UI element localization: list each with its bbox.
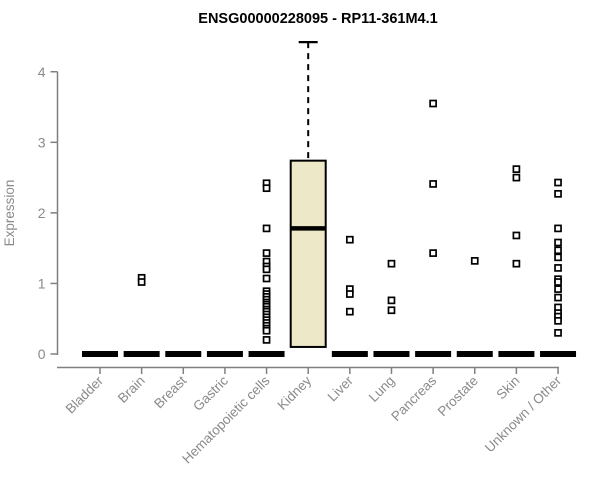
boxplots xyxy=(82,41,577,357)
outlier-point xyxy=(262,184,271,193)
outlier-point xyxy=(512,259,521,268)
collapsed-box xyxy=(456,351,493,357)
outlier-point xyxy=(554,189,562,198)
x-tick-label: Gastric xyxy=(190,373,231,414)
x-tick-label: Lung xyxy=(366,373,398,405)
y-tick-label: 4 xyxy=(38,64,46,80)
collapsed-box xyxy=(165,351,202,357)
x-tick-label: Brain xyxy=(115,373,148,406)
box xyxy=(289,159,327,348)
collapsed-box xyxy=(331,351,368,357)
collapsed-box xyxy=(415,351,452,357)
outlier-point xyxy=(262,265,271,274)
collapsed-box xyxy=(498,351,535,357)
y-tick-label: 2 xyxy=(38,205,46,221)
y-axis-label: Expression xyxy=(2,180,17,247)
outlier-point xyxy=(387,306,396,315)
outlier-point xyxy=(554,224,562,233)
collapsed-box xyxy=(248,351,285,357)
x-tick-label: Prostate xyxy=(435,373,481,419)
outlier-point xyxy=(387,296,396,305)
outlier-points xyxy=(137,99,562,344)
outlier-point xyxy=(345,290,354,298)
x-tick-label: Unknown / Other xyxy=(482,373,565,456)
outlier-point xyxy=(345,307,354,316)
collapsed-box xyxy=(540,351,577,357)
y-tick-label: 1 xyxy=(38,275,46,291)
chart-title: ENSG00000228095 - RP11-361M4.1 xyxy=(198,11,437,27)
outlier-point xyxy=(512,173,521,182)
collapsed-box xyxy=(206,351,243,357)
outlier-point xyxy=(429,99,437,108)
outlier-point xyxy=(554,328,562,337)
outlier-point xyxy=(262,249,271,257)
outlier-point xyxy=(429,249,437,257)
outlier-point xyxy=(470,257,479,265)
outlier-point xyxy=(512,165,521,173)
y-tick-label: 3 xyxy=(38,134,46,150)
outlier-point xyxy=(387,259,396,268)
x-tick-label: Pancreas xyxy=(388,373,439,424)
outlier-point xyxy=(554,246,562,255)
y-tick-label: 0 xyxy=(38,346,46,362)
x-tick-label: Kidney xyxy=(275,373,315,413)
outlier-point xyxy=(262,326,271,335)
outlier-point xyxy=(345,235,354,244)
x-tick-label: Breast xyxy=(151,373,189,411)
outlier-point xyxy=(137,278,146,286)
collapsed-box xyxy=(82,351,118,357)
outlier-point xyxy=(512,231,521,240)
outlier-point xyxy=(554,178,562,187)
outlier-point xyxy=(554,264,562,272)
x-tick-label: Liver xyxy=(325,373,357,405)
outlier-point xyxy=(554,253,562,262)
outlier-point xyxy=(262,224,271,233)
collapsed-box xyxy=(373,351,410,357)
x-tick-label: Skin xyxy=(493,373,522,402)
outlier-point xyxy=(554,278,562,286)
outlier-point xyxy=(554,285,562,293)
outlier-point xyxy=(429,180,437,188)
outlier-point xyxy=(262,274,271,283)
outlier-point xyxy=(554,238,562,247)
outlier-point xyxy=(554,316,562,325)
outlier-point xyxy=(262,336,271,344)
outlier-point xyxy=(554,293,562,302)
collapsed-box xyxy=(123,351,160,357)
x-tick-label: Bladder xyxy=(63,373,107,417)
